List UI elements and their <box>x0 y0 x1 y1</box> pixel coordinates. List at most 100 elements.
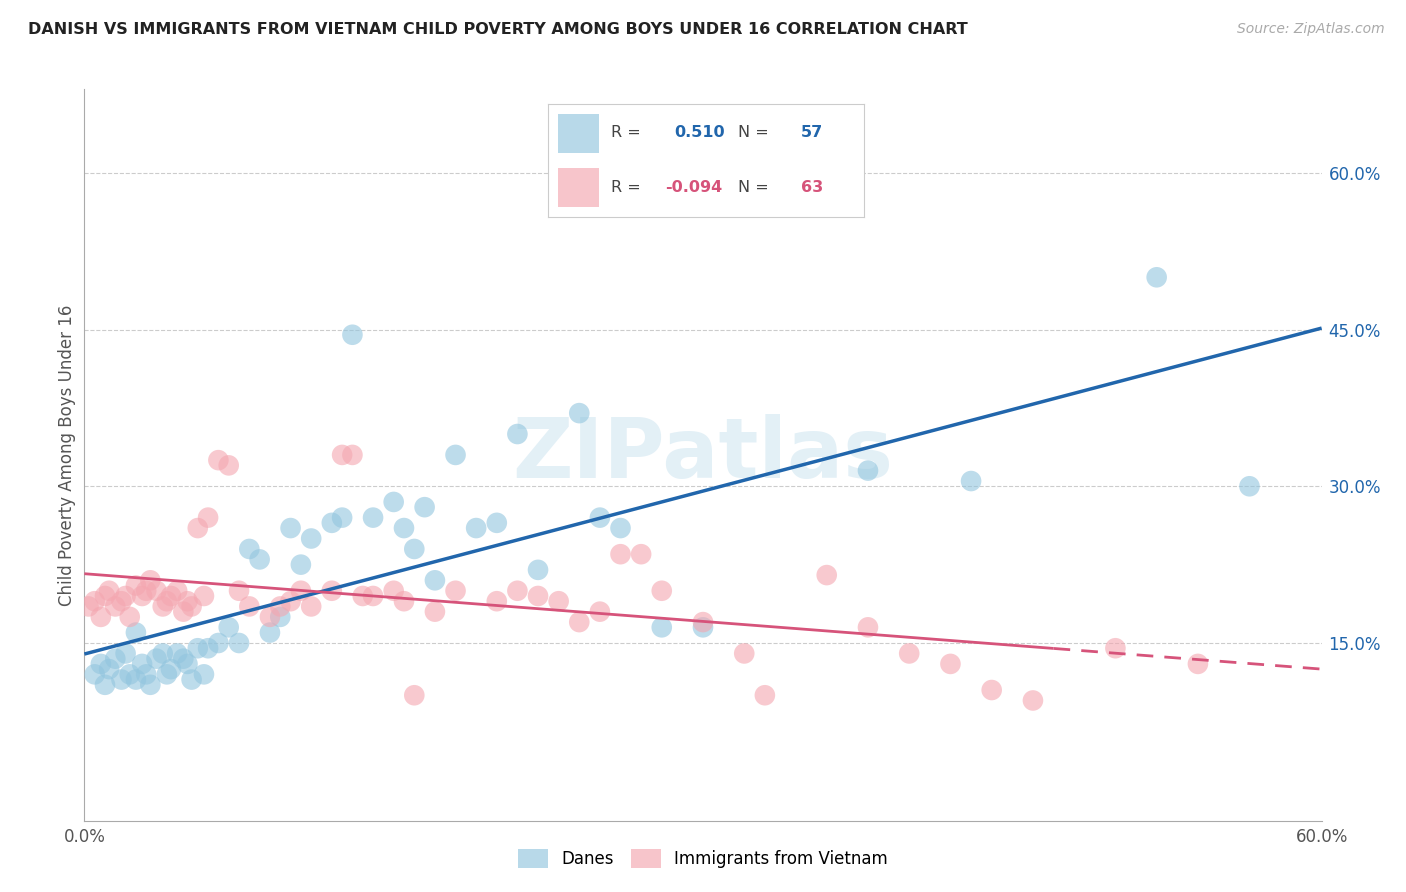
Point <box>125 673 148 687</box>
Point <box>135 583 157 598</box>
Point <box>423 605 446 619</box>
Point <box>160 662 183 676</box>
Point <box>692 620 714 634</box>
Point <box>152 599 174 614</box>
Point <box>139 574 162 588</box>
Point <box>259 625 281 640</box>
Point <box>321 583 343 598</box>
Point <box>898 647 921 661</box>
Point <box>330 448 353 462</box>
Point <box>342 448 364 462</box>
Point <box>980 683 1002 698</box>
Point <box>444 583 467 598</box>
Point <box>94 589 117 603</box>
Point <box>114 589 136 603</box>
Point <box>321 516 343 530</box>
Point <box>404 688 426 702</box>
Point <box>139 678 162 692</box>
Point <box>299 599 322 614</box>
Point <box>90 657 112 671</box>
Point <box>172 605 194 619</box>
Point <box>90 610 112 624</box>
Point <box>207 636 229 650</box>
Y-axis label: Child Poverty Among Boys Under 16: Child Poverty Among Boys Under 16 <box>58 304 76 606</box>
Point <box>527 589 550 603</box>
Point <box>568 615 591 629</box>
Point <box>1239 479 1261 493</box>
Point <box>104 651 127 665</box>
Point <box>145 583 167 598</box>
Point <box>404 541 426 556</box>
Point <box>609 521 631 535</box>
Point <box>856 464 879 478</box>
Point <box>269 599 291 614</box>
Point <box>1104 641 1126 656</box>
Point <box>125 578 148 592</box>
Text: Source: ZipAtlas.com: Source: ZipAtlas.com <box>1237 22 1385 37</box>
Point <box>527 563 550 577</box>
Point <box>485 516 508 530</box>
Point <box>259 610 281 624</box>
Point <box>83 594 105 608</box>
Point <box>589 510 612 524</box>
Point <box>352 589 374 603</box>
Point <box>856 620 879 634</box>
Point <box>166 583 188 598</box>
Point <box>485 594 508 608</box>
Point <box>180 673 202 687</box>
Point <box>960 474 983 488</box>
Point <box>94 678 117 692</box>
Point <box>160 589 183 603</box>
Point <box>104 599 127 614</box>
Point <box>342 327 364 342</box>
Point <box>110 673 132 687</box>
Point <box>1146 270 1168 285</box>
Point <box>193 667 215 681</box>
Point <box>218 620 240 634</box>
Point <box>180 599 202 614</box>
Point <box>197 641 219 656</box>
Point <box>413 500 436 515</box>
Point <box>218 458 240 473</box>
Point <box>197 510 219 524</box>
Point <box>110 594 132 608</box>
Point <box>506 583 529 598</box>
Point <box>630 547 652 561</box>
Point <box>176 657 198 671</box>
Point <box>135 667 157 681</box>
Point <box>754 688 776 702</box>
Point <box>651 620 673 634</box>
Point <box>228 636 250 650</box>
Point <box>609 547 631 561</box>
Point <box>361 510 384 524</box>
Point <box>118 667 141 681</box>
Point <box>98 662 121 676</box>
Point <box>392 594 415 608</box>
Point <box>156 594 179 608</box>
Point <box>651 583 673 598</box>
Point <box>733 647 755 661</box>
Point <box>145 651 167 665</box>
Point <box>280 521 302 535</box>
Point <box>692 615 714 629</box>
Legend: Danes, Immigrants from Vietnam: Danes, Immigrants from Vietnam <box>512 842 894 874</box>
Point <box>238 599 260 614</box>
Point <box>249 552 271 566</box>
Point <box>361 589 384 603</box>
Point <box>118 610 141 624</box>
Point <box>330 510 353 524</box>
Point <box>172 651 194 665</box>
Point <box>207 453 229 467</box>
Text: ZIPatlas: ZIPatlas <box>513 415 893 495</box>
Point <box>568 406 591 420</box>
Point <box>299 532 322 546</box>
Point <box>589 605 612 619</box>
Point <box>131 589 153 603</box>
Point <box>152 647 174 661</box>
Point <box>228 583 250 598</box>
Point <box>156 667 179 681</box>
Point <box>166 647 188 661</box>
Point <box>187 641 209 656</box>
Point <box>382 495 405 509</box>
Point <box>125 625 148 640</box>
